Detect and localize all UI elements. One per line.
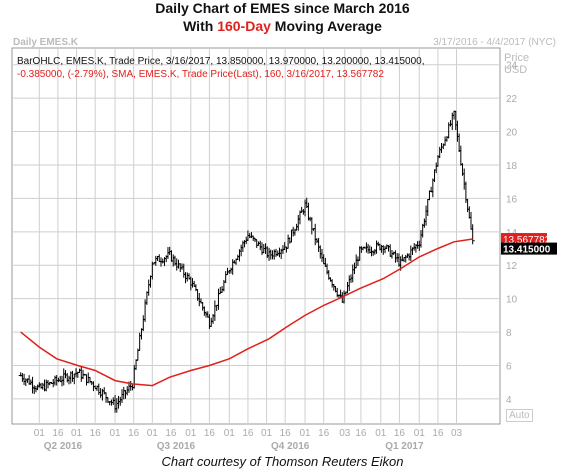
sma-info-line: -0.385000, (-2.79%), SMA, EMES.K, Trade …	[17, 69, 384, 80]
x-tick-label: 01	[34, 428, 46, 439]
subtitle-pre: With	[183, 18, 218, 34]
x-tick-label: 03	[451, 428, 463, 439]
y-tick-label: 12	[506, 261, 518, 272]
x-tick-label: 01	[414, 428, 426, 439]
x-tick-label: 01	[147, 428, 159, 439]
chart-title: Daily Chart of EMES since March 2016	[155, 0, 410, 16]
auto-scale-button[interactable]: Auto	[506, 409, 533, 422]
y-tick-label: 20	[506, 128, 518, 139]
x-tick-label: 16	[165, 428, 177, 439]
x-tick-label: 16	[52, 428, 64, 439]
y-tick-label: 6	[506, 362, 512, 373]
x-tick-label: 16	[432, 428, 444, 439]
x-tick-label: 16	[318, 428, 330, 439]
price-last-label-bg	[501, 242, 557, 255]
x-tick-label: 01	[299, 428, 311, 439]
x-period-label: Q2 2016	[44, 441, 83, 452]
x-tick-label: 16	[280, 428, 292, 439]
x-tick-label: 16	[90, 428, 102, 439]
x-tick-label: 01	[261, 428, 273, 439]
x-tick-label: 01	[71, 428, 83, 439]
price-last-label: 13.415000	[503, 245, 551, 256]
x-tick-label: 03	[339, 428, 351, 439]
x-tick-label: 16	[128, 428, 140, 439]
x-tick-label: 16	[394, 428, 406, 439]
y-tick-label: 4	[506, 395, 512, 406]
x-tick-label: 16	[242, 428, 254, 439]
y-tick-label: 16	[506, 194, 518, 205]
y-tick-label: 10	[506, 295, 518, 306]
chart-subtitle: With 160-Day Moving Average	[0, 18, 565, 34]
y-tick-label: 8	[506, 328, 512, 339]
sma-line	[20, 238, 473, 387]
x-tick-label: 16	[204, 428, 216, 439]
sma-last-label-bg	[501, 233, 547, 246]
x-tick-label: 01	[224, 428, 236, 439]
y-tick-label: 24	[506, 61, 518, 72]
panel-name: Daily EMES.K	[13, 37, 79, 48]
y-tick-label: 18	[506, 161, 518, 172]
price-axis-label: Price	[504, 52, 530, 64]
plot-area	[11, 47, 501, 425]
sma-last-label: 13.567782	[503, 235, 551, 246]
x-period-label: Q4 2016	[271, 441, 310, 452]
date-range: 3/17/2016 - 4/4/2017 (NYC)	[433, 37, 556, 48]
ohlc-info-line: BarOHLC, EMES.K, Trade Price, 3/16/2017,…	[17, 56, 425, 67]
subtitle-highlight: 160-Day	[217, 18, 271, 34]
subtitle-post: Moving Average	[270, 18, 382, 34]
currency-label: USD	[504, 64, 528, 76]
x-tick-label: 01	[110, 428, 122, 439]
chart-caption: Chart courtesy of Thomson Reuters Eikon	[161, 454, 404, 469]
x-tick-label: 16	[355, 428, 367, 439]
x-period-label: Q1 2017	[385, 441, 424, 452]
x-tick-label: 01	[185, 428, 197, 439]
x-period-label: Q3 2016	[157, 441, 196, 452]
x-tick-label: 01	[375, 428, 387, 439]
y-tick-label: 22	[506, 94, 518, 105]
